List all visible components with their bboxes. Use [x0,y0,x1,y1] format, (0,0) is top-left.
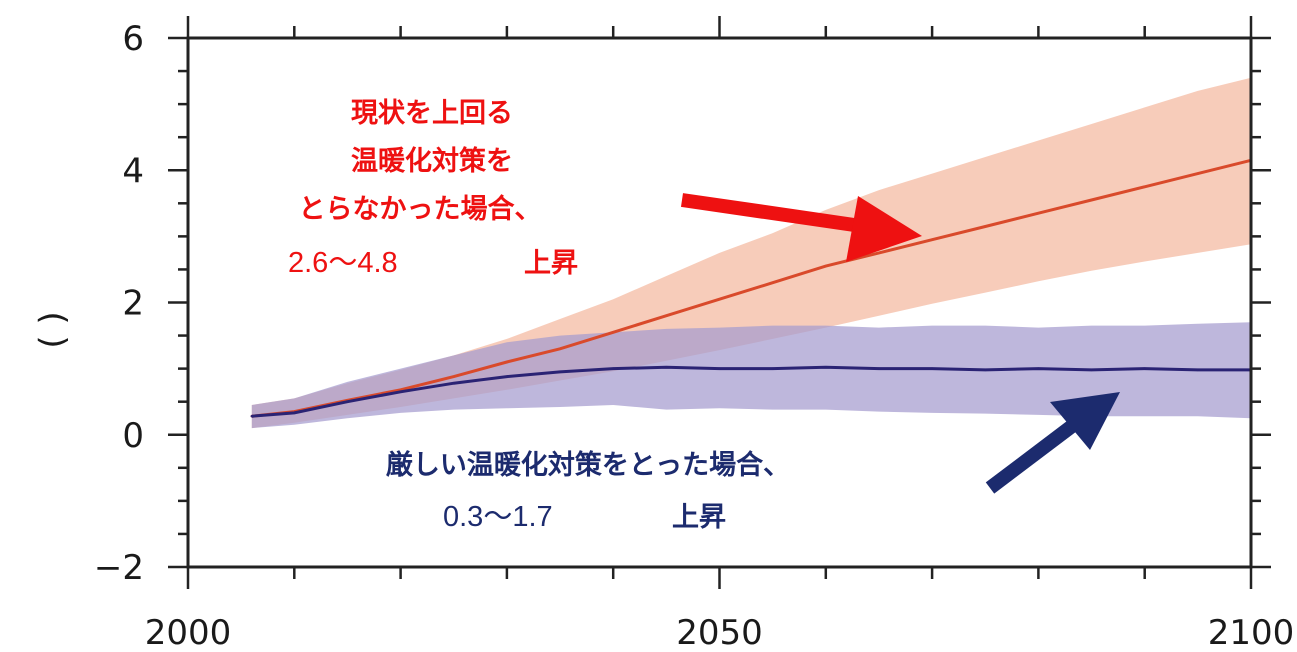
series-2-point [399,390,402,393]
x-tick-label: 2000 [145,613,232,652]
series-2-point [1090,368,1093,372]
red-annotation-suffix: 上昇 [524,248,578,279]
series-1-point [452,375,455,378]
series-1-point [558,347,562,350]
red-annotation-line-2: 温暖化対策を [351,145,513,177]
red-annotation-line-3: とらなかった場合、 [299,193,542,225]
red-annotation-line-1: 現状を上回る [351,98,513,129]
series-1-point [718,298,721,301]
series-2-point [612,367,615,370]
y-tick-label: 4 [122,151,144,191]
series-2-point [293,411,296,415]
blue-annotation-suffix: 上昇 [672,502,726,533]
series-lines [250,158,1253,418]
series-2-point [771,367,774,370]
series-2-point [1196,368,1200,372]
red-annotation: 現状を上回る 温暖化対策を とらなかった場合、 2.6～4.8 上昇 [288,98,578,279]
red-annotation-range: 2.6～4.8 [288,247,398,279]
series-2-point [984,368,987,372]
series-2-band [251,322,1252,429]
series-2-point [505,375,509,378]
series-1-point [1090,198,1093,202]
series-2-point [558,370,562,374]
series-1-point [612,331,615,334]
uncertainty-bands [251,77,1252,429]
blue-annotation: 厳しい温暖化対策をとった場合、 0.3～1.7 上昇 [386,449,790,533]
blue-arrow-icon [985,392,1120,494]
series-2-point [1037,367,1040,370]
x-tick-label: 2050 [676,613,763,652]
series-1-point [1196,172,1200,175]
axis-ticks [168,16,1271,589]
series-1-point [771,281,774,284]
y-tick-label: 0 [122,416,144,456]
series-1-point [877,251,881,255]
y-tick-label: −2 [94,548,144,588]
red-arrow-icon [680,193,922,262]
series-1-point [665,314,668,317]
series-2-point [452,382,455,385]
y-axis-label: ( ) [33,311,73,348]
series-2-point [718,367,721,370]
series-2-line [251,365,1251,418]
series-1-point [824,264,827,268]
series-2-point [877,367,881,370]
series-1-point [930,238,934,241]
series-1-line [251,158,1252,418]
series-1-point [984,225,987,228]
series-1-band [251,77,1252,429]
series-1-point [505,360,509,364]
series-2-point [346,400,349,403]
blue-annotation-line: 厳しい温暖化対策をとった場合、 [386,449,790,481]
series-2-point [250,415,253,418]
y-tick-label: 6 [122,19,144,59]
series-1-point [1037,212,1040,215]
y-tick-label: 2 [122,284,144,324]
series-2-point [824,366,827,369]
series-2-point [1143,367,1146,370]
series-1-point [1143,185,1146,188]
x-tick-label: 2100 [1208,613,1295,652]
axis-tick-labels: 2000 2050 2100 −2 0 2 4 6 [94,19,1294,652]
series-2-point [930,367,934,370]
series-2-point [665,366,668,369]
blue-annotation-range: 0.3～1.7 [443,501,553,533]
